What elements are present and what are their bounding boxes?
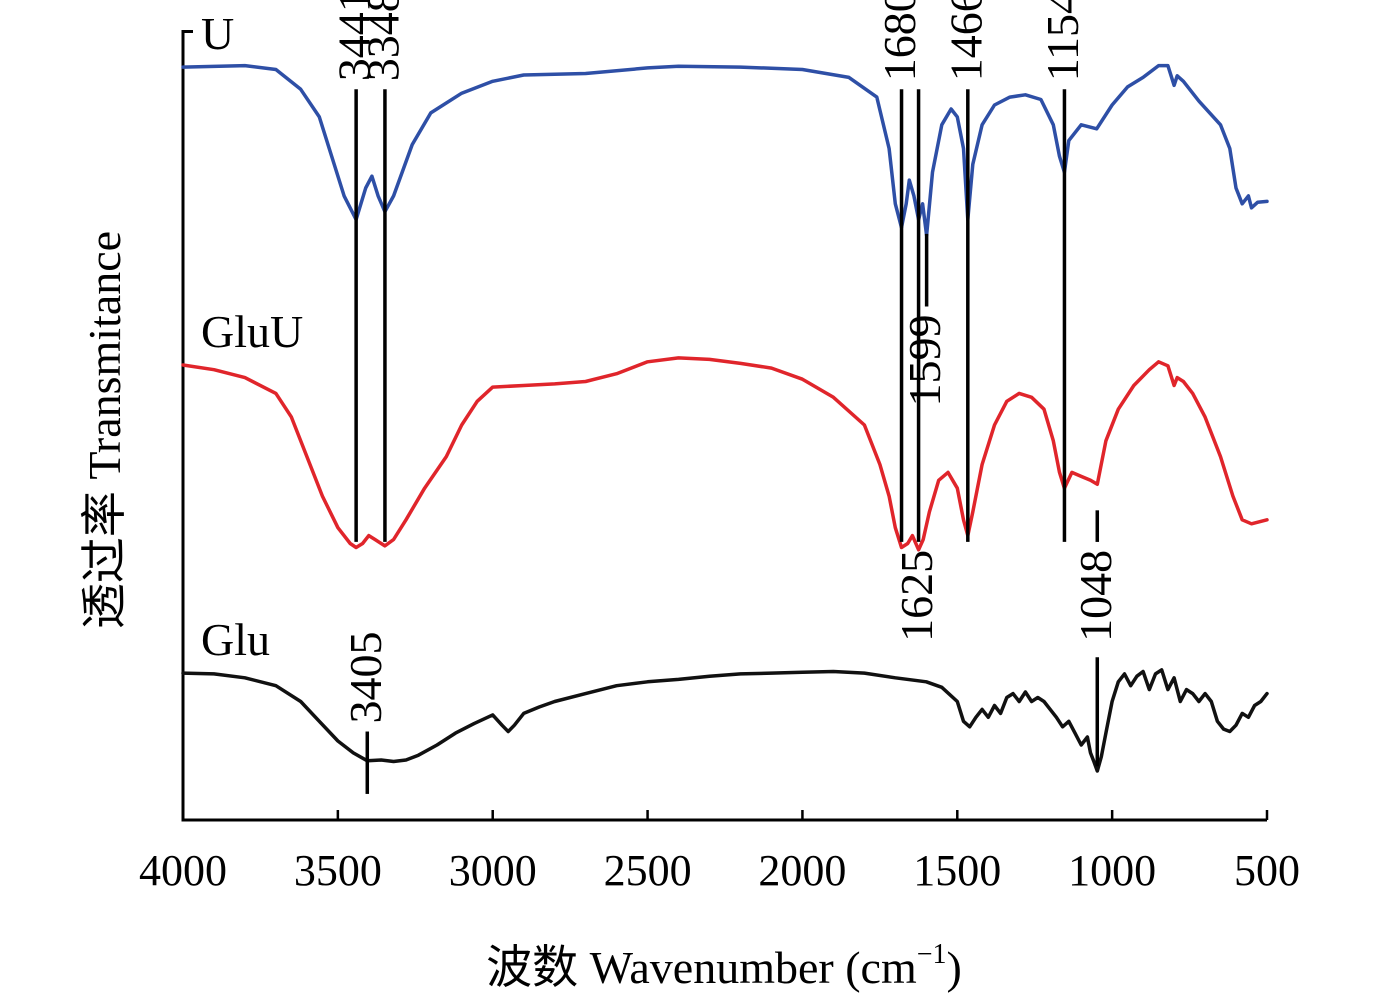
x-tick-label: 1000 — [1068, 846, 1156, 895]
peak-label: 3405 — [340, 632, 391, 724]
axes: 4000 3500 3000 2500 2000 1500 1000 500 — [139, 30, 1300, 895]
peak-label: 3441 — [329, 0, 380, 81]
x-tick-label: 3500 — [294, 846, 382, 895]
x-tick-label: 2500 — [604, 846, 692, 895]
series-label-u: U — [201, 8, 234, 59]
x-axis-label: 波数 Wavenumber (cm−1) — [486, 939, 962, 993]
x-axis-label-main: 波数 Wavenumber (cm — [486, 942, 917, 993]
peak-label: 1599 — [899, 315, 950, 407]
peak-label: 1625 — [891, 550, 942, 642]
y-axis-label: 透过率 Transmitance — [79, 231, 130, 629]
peak-label: 1154 — [1037, 0, 1088, 81]
series-label-glu: Glu — [201, 614, 270, 665]
peak-label: 3348 — [357, 0, 408, 81]
x-axis-label-close: ) — [947, 942, 962, 993]
peak-label: 1466 — [940, 0, 991, 81]
peak-label: 1680 — [874, 0, 925, 81]
x-axis-label-sup: −1 — [917, 939, 947, 970]
x-tick-label: 1500 — [913, 846, 1001, 895]
series-line-u — [181, 63, 1269, 238]
series-label-gluu: GluU — [201, 306, 303, 357]
x-tick-label: 500 — [1234, 846, 1300, 895]
x-tick-label: 2000 — [758, 846, 846, 895]
series-line-glu — [181, 668, 1269, 773]
x-tick-label: 4000 — [139, 846, 227, 895]
series-line-gluu — [181, 356, 1269, 552]
peak-label: 1048 — [1070, 550, 1121, 642]
labels-layer: 波数 Wavenumber (cm−1) 透过率 Transmitance — [79, 231, 962, 993]
x-tick-label: 3000 — [449, 846, 537, 895]
series-layer: U GluU Glu — [181, 8, 1269, 773]
